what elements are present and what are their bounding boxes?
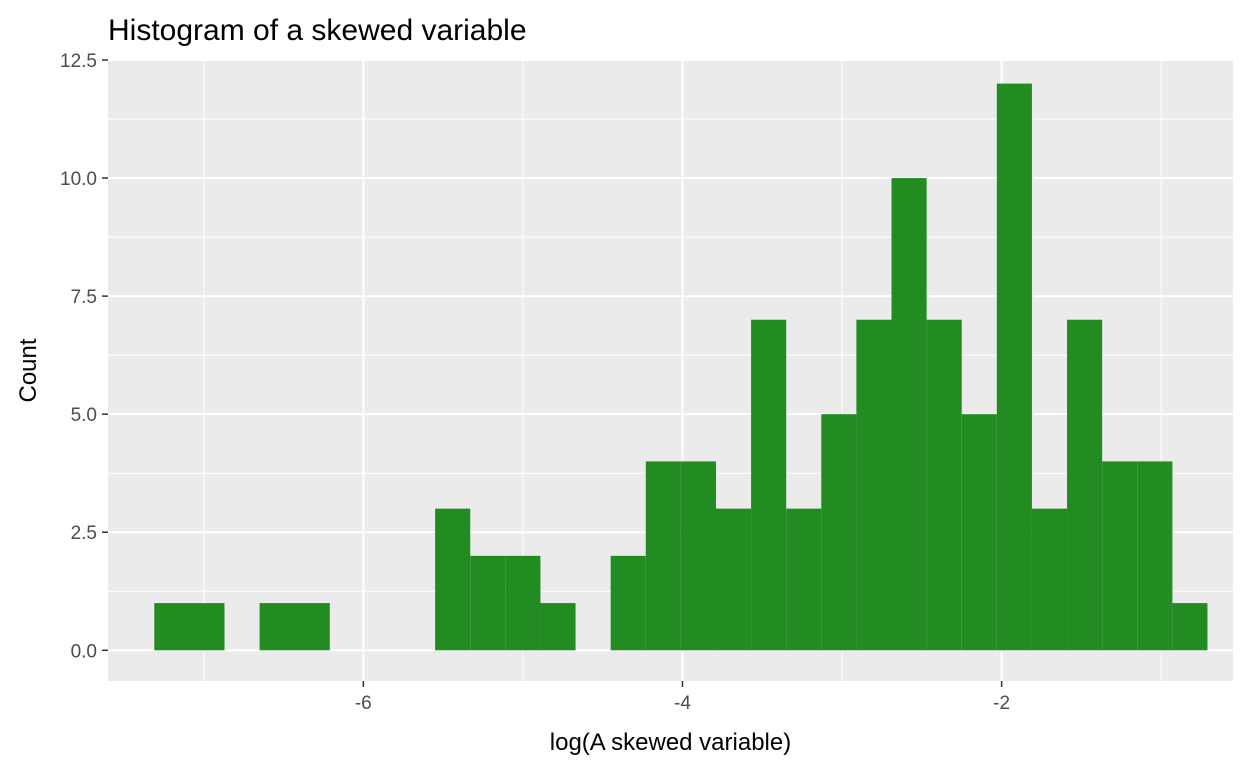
- histogram-bar: [1031, 508, 1068, 651]
- histogram-bar: [1067, 319, 1103, 651]
- histogram-bar: [540, 603, 576, 651]
- y-tick-label: 7.5: [71, 287, 97, 308]
- x-axis-title: log(A skewed variable): [550, 729, 791, 756]
- histogram-bar: [610, 555, 646, 651]
- histogram-bar: [751, 319, 787, 651]
- y-tick-label: 10.0: [60, 169, 97, 190]
- histogram-bar: [856, 319, 892, 651]
- x-tick-label: -2: [993, 693, 1010, 714]
- histogram-bar: [926, 319, 962, 651]
- histogram-bar: [996, 83, 1032, 651]
- y-axis: 0.0 2.5 5.0 7.5 10.0 12.5: [60, 51, 108, 662]
- histogram-bar: [786, 508, 822, 651]
- histogram-bar: [680, 461, 716, 651]
- y-axis-title: Count: [15, 338, 42, 402]
- histogram-bar: [821, 414, 857, 651]
- histogram-bar: [470, 555, 506, 651]
- histogram-bar: [961, 414, 997, 651]
- y-tick-label: 5.0: [71, 405, 97, 426]
- histogram-bar: [891, 178, 927, 651]
- y-tick-label: 12.5: [60, 51, 97, 72]
- y-tick-label: 0.0: [71, 641, 97, 662]
- histogram-bar: [715, 508, 752, 651]
- histogram-bar: [259, 603, 330, 651]
- histogram-bars: [154, 83, 1208, 651]
- x-tick-label: -6: [355, 693, 372, 714]
- x-tick-label: -4: [674, 693, 691, 714]
- histogram-bar: [505, 555, 541, 651]
- histogram-bar: [1102, 461, 1138, 651]
- x-axis: -6 -4 -2: [355, 681, 1010, 714]
- histogram-bar: [154, 603, 225, 651]
- chart-title: Histogram of a skewed variable: [108, 14, 527, 47]
- y-tick-label: 2.5: [71, 523, 97, 544]
- histogram-bar: [1172, 603, 1208, 651]
- histogram-bar: [435, 508, 471, 651]
- histogram-bar: [1137, 461, 1173, 651]
- histogram-bar: [645, 461, 681, 651]
